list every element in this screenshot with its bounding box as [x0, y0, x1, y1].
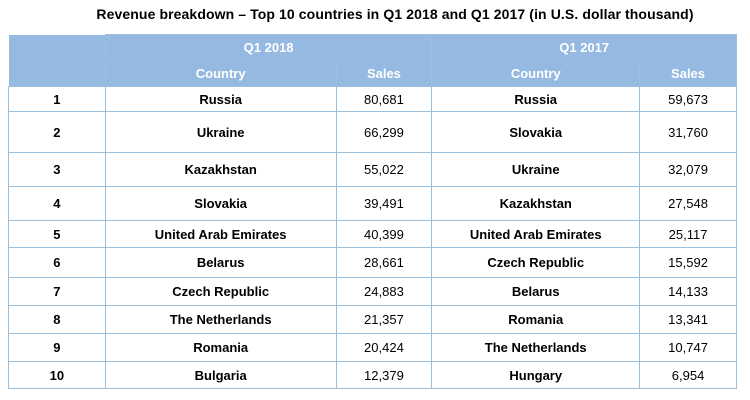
table-title: Revenue breakdown – Top 10 countries in … — [96, 6, 694, 22]
country-2018-cell: Romania — [104, 333, 337, 362]
table-row: 2 Ukraine 66,299 Slovakia 31,760 — [8, 111, 737, 153]
group-header-row: Q1 2018 Q1 2017 — [8, 34, 737, 87]
sales-2018-cell: 40,399 — [335, 220, 433, 248]
sales-2017-cell: 13,341 — [639, 305, 737, 334]
country-2018-cell: Belarus — [104, 247, 337, 278]
sales-2017-cell: 32,079 — [639, 152, 737, 187]
table-row: 10 Bulgaria 12,379 Hungary 6,954 — [8, 361, 737, 389]
sales-2018-cell: 39,491 — [335, 186, 433, 221]
sales-2017-cell: 27,548 — [639, 186, 737, 221]
country-2017-cell: Hungary — [431, 361, 641, 389]
sales-2018-cell: 55,022 — [335, 152, 433, 187]
country-2017-cell: United Arab Emirates — [431, 220, 641, 248]
rank-header — [8, 34, 106, 87]
sales-2018-cell: 12,379 — [335, 361, 433, 389]
rank-cell: 7 — [8, 277, 106, 306]
country-2018-cell: Russia — [104, 86, 337, 112]
country-2017-cell: The Netherlands — [431, 333, 641, 362]
country-2017-cell: Ukraine — [431, 152, 641, 187]
country-2018-cell: Kazakhstan — [104, 152, 337, 187]
table-row: 6 Belarus 28,661 Czech Republic 15,592 — [8, 247, 737, 278]
sales-2018-cell: 80,681 — [335, 86, 433, 112]
rank-cell: 4 — [8, 186, 106, 221]
sales-2018-cell: 21,357 — [335, 305, 433, 334]
table-row: 3 Kazakhstan 55,022 Ukraine 32,079 — [8, 152, 737, 187]
table-row: 9 Romania 20,424 The Netherlands 10,747 — [8, 333, 737, 362]
table-row: 7 Czech Republic 24,883 Belarus 14,133 — [8, 277, 737, 306]
country-2018-cell: United Arab Emirates — [104, 220, 337, 248]
rank-cell: 2 — [8, 111, 106, 153]
column-header-country-2017: Country — [431, 59, 641, 87]
country-2018-cell: Ukraine — [104, 111, 337, 153]
revenue-table: Q1 2018 Q1 2017 Country Sales Country Sa… — [8, 34, 737, 389]
column-header-sales-2017: Sales — [639, 59, 737, 87]
sales-2018-cell: 66,299 — [335, 111, 433, 153]
sales-2018-cell: 28,661 — [335, 247, 433, 278]
column-header-row: Country Sales Country Sales — [9, 59, 737, 87]
country-2017-cell: Belarus — [431, 277, 641, 306]
rank-cell: 1 — [8, 86, 106, 112]
sales-2018-cell: 24,883 — [335, 277, 433, 306]
column-header-country-2018: Country — [104, 59, 337, 87]
country-2017-cell: Czech Republic — [431, 247, 641, 278]
table-row: 8 The Netherlands 21,357 Romania 13,341 — [8, 305, 737, 334]
group-header-q1-2017: Q1 2017 — [431, 34, 737, 60]
table-row: 4 Slovakia 39,491 Kazakhstan 27,548 — [8, 186, 737, 221]
group-header-q1-2018: Q1 2018 — [104, 34, 433, 60]
country-2017-cell: Romania — [431, 305, 641, 334]
country-2018-cell: The Netherlands — [104, 305, 337, 334]
sales-2017-cell: 15,592 — [639, 247, 737, 278]
rank-cell: 9 — [8, 333, 106, 362]
rank-cell: 5 — [8, 220, 106, 248]
country-2017-cell: Kazakhstan — [431, 186, 641, 221]
sales-2017-cell: 59,673 — [639, 86, 737, 112]
country-2018-cell: Slovakia — [104, 186, 337, 221]
sales-2017-cell: 25,117 — [639, 220, 737, 248]
sales-2017-cell: 31,760 — [639, 111, 737, 153]
sales-2017-cell: 6,954 — [639, 361, 737, 389]
country-2017-cell: Slovakia — [431, 111, 641, 153]
sales-2017-cell: 14,133 — [639, 277, 737, 306]
rank-cell: 3 — [8, 152, 106, 187]
table-row: 1 Russia 80,681 Russia 59,673 — [8, 86, 737, 112]
table-row: 5 United Arab Emirates 40,399 United Arab E… — [8, 220, 737, 248]
column-header-sales-2018: Sales — [335, 59, 433, 87]
table-body: 1 Russia 80,681 Russia 59,673 2 Ukraine 66,299 S… — [8, 86, 737, 389]
country-2018-cell: Bulgaria — [104, 361, 337, 389]
country-2018-cell: Czech Republic — [104, 277, 337, 306]
rank-cell: 8 — [8, 305, 106, 334]
sales-2018-cell: 20,424 — [335, 333, 433, 362]
rank-cell: 6 — [8, 247, 106, 278]
rank-cell: 10 — [8, 361, 106, 389]
sales-2017-cell: 10,747 — [639, 333, 737, 362]
country-2017-cell: Russia — [431, 86, 641, 112]
